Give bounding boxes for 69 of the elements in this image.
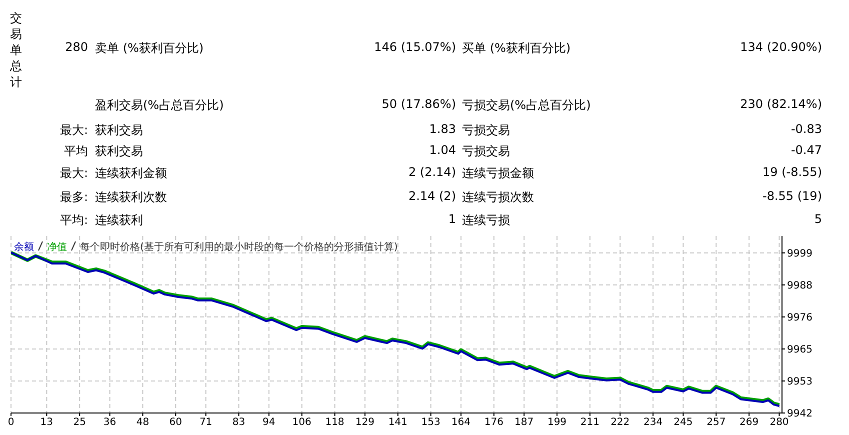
series-label: 余额 bbox=[14, 242, 34, 253]
x-tick-label: 48 bbox=[136, 417, 150, 428]
text: 19 (-8.55) bbox=[762, 165, 822, 179]
text: 1.04 bbox=[429, 143, 456, 157]
text: 获利交易 bbox=[95, 143, 143, 160]
text: 最多: bbox=[60, 189, 88, 206]
text: 50 (17.86%) bbox=[382, 97, 456, 111]
text: 买单 (%获利百分比) bbox=[462, 40, 571, 57]
x-tick-label: 164 bbox=[451, 417, 471, 428]
x-tick-label: 60 bbox=[169, 417, 182, 428]
text: 280 bbox=[65, 40, 88, 54]
text: 134 (20.90%) bbox=[740, 40, 822, 54]
text: 最大: bbox=[60, 165, 88, 182]
x-tick-label: 25 bbox=[73, 417, 86, 428]
text: 5 bbox=[814, 212, 822, 226]
text: 连续获利次数 bbox=[95, 189, 167, 206]
y-tick-label: 9988 bbox=[787, 280, 812, 292]
x-tick-label: 245 bbox=[674, 417, 693, 428]
x-tick-label: 234 bbox=[643, 417, 663, 428]
text: -8.55 (19) bbox=[762, 189, 822, 203]
x-tick-label: 269 bbox=[740, 417, 759, 428]
text: 亏损交易 bbox=[462, 143, 510, 160]
x-tick-label: 176 bbox=[484, 417, 504, 428]
text: -0.47 bbox=[790, 143, 822, 157]
x-tick-label: 118 bbox=[325, 417, 344, 428]
x-tick-label: 280 bbox=[770, 417, 789, 428]
text: 盈利交易(%占总百分比) bbox=[95, 97, 224, 114]
x-tick-label: 94 bbox=[262, 417, 276, 428]
text: 平均: bbox=[60, 212, 88, 229]
text: 146 (15.07%) bbox=[374, 40, 456, 54]
x-tick-label: 257 bbox=[706, 417, 726, 428]
x-tick-label: 83 bbox=[232, 417, 246, 428]
x-tick-label: 211 bbox=[580, 417, 600, 428]
text: 2.14 (2) bbox=[408, 189, 456, 203]
text: 每个即时价格(基于所有可利用的最小时段的每一个价格的分形插值计算) bbox=[80, 242, 398, 253]
text: 2 (2.14) bbox=[408, 165, 456, 179]
text: 连续亏损次数 bbox=[462, 189, 534, 206]
y-tick-label: 9999 bbox=[787, 248, 812, 260]
x-tick-label: 141 bbox=[388, 417, 408, 428]
text: 卖单 (%获利百分比) bbox=[95, 40, 204, 57]
text: 连续亏损 bbox=[462, 212, 510, 229]
x-tick-label: 106 bbox=[292, 417, 312, 428]
text: 1 bbox=[448, 212, 456, 226]
x-tick-label: 199 bbox=[547, 417, 567, 428]
y-tick-label: 9953 bbox=[787, 376, 812, 388]
x-tick-label: 153 bbox=[421, 417, 440, 428]
y-tick-label: 9965 bbox=[787, 344, 812, 356]
text: 交易单总计 bbox=[9, 10, 23, 90]
text: 平均 bbox=[64, 143, 88, 160]
text: -0.83 bbox=[790, 122, 822, 136]
text: 1.83 bbox=[429, 122, 456, 136]
text: 最大: bbox=[60, 122, 88, 139]
text: 亏损交易(%占总百分比) bbox=[462, 97, 591, 114]
y-tick-label: 9942 bbox=[787, 408, 812, 420]
text: 连续获利 bbox=[95, 212, 143, 229]
text: 获利交易 bbox=[95, 122, 143, 139]
series-label: 净值 bbox=[47, 242, 67, 253]
text: 230 (82.14%) bbox=[740, 97, 822, 111]
x-tick-label: 187 bbox=[514, 417, 534, 428]
x-tick-label: 36 bbox=[103, 417, 116, 428]
x-tick-label: 222 bbox=[610, 417, 630, 428]
x-tick-label: 71 bbox=[199, 417, 212, 428]
text: 连续获利金额 bbox=[95, 165, 167, 182]
text: 亏损交易 bbox=[462, 122, 510, 139]
y-tick-label: 9976 bbox=[787, 312, 812, 324]
text: 连续亏损金额 bbox=[462, 165, 534, 182]
x-tick-label: 0 bbox=[8, 417, 14, 428]
x-tick-label: 13 bbox=[40, 417, 54, 428]
x-tick-label: 129 bbox=[355, 417, 374, 428]
